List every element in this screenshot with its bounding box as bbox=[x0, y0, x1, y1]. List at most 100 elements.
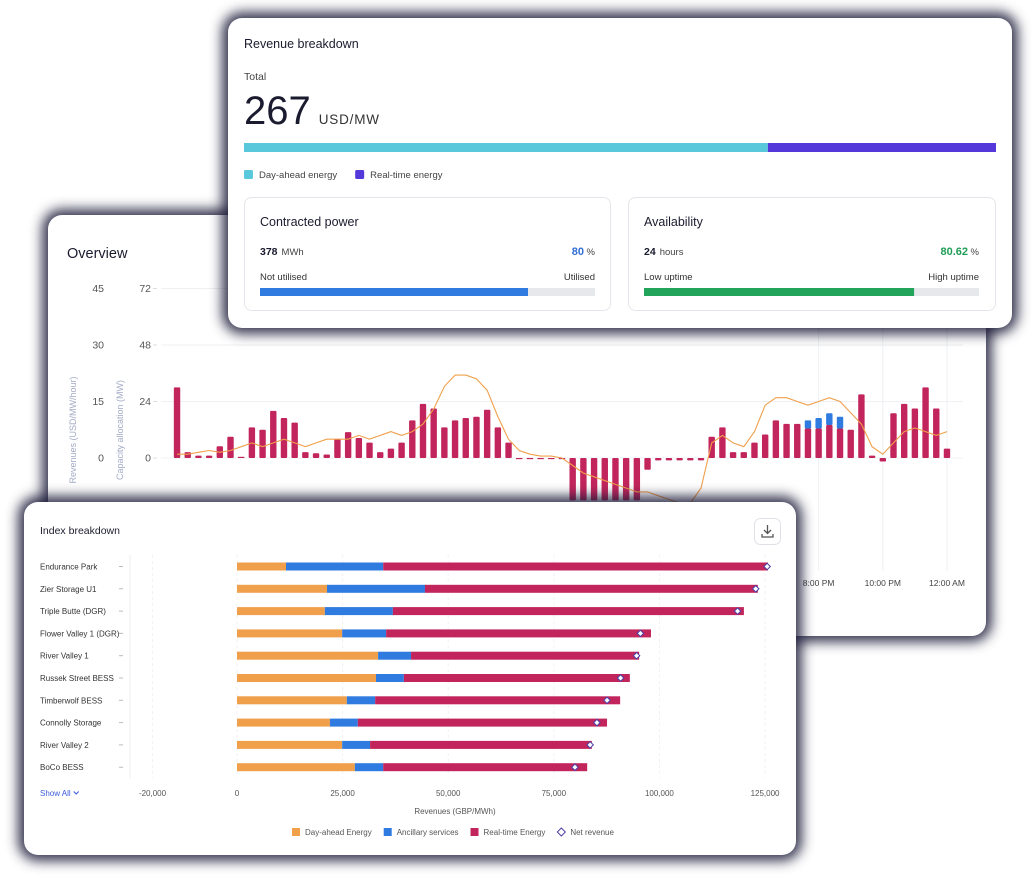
overview-chart: Overview 0 15 30 45 0 24 48 72 8:00 PM 10:00 PM 12… bbox=[67, 246, 965, 588]
capacity-bar bbox=[580, 457, 587, 501]
x-tick-label: 50,000 bbox=[436, 789, 461, 798]
capacity-bar bbox=[409, 420, 416, 458]
card-amount: 378 bbox=[260, 246, 278, 258]
download-button[interactable] bbox=[754, 518, 781, 545]
revenue-bar bbox=[357, 718, 608, 727]
total-label: Total bbox=[244, 71, 266, 83]
capacity-bar bbox=[729, 452, 737, 458]
revenue-bar bbox=[375, 674, 404, 682]
revenue-bar bbox=[237, 763, 355, 772]
revenue-bar bbox=[383, 562, 768, 571]
y2-tick-label: 72 bbox=[139, 283, 151, 295]
capacity-bar bbox=[462, 417, 469, 458]
card-low-label: Not utilised bbox=[260, 272, 307, 283]
card-high-label: Utilised bbox=[564, 272, 595, 283]
show-all[interactable]: Show All bbox=[40, 789, 71, 798]
capacity-bar bbox=[655, 457, 662, 461]
capacity-bar bbox=[601, 457, 608, 501]
capacity-bar bbox=[687, 457, 694, 461]
revenue-bar bbox=[378, 651, 412, 660]
x-tick-label: 25,000 bbox=[330, 789, 355, 798]
index-card: Index breakdown Show All -20,000 0 25,000 5… bbox=[24, 502, 796, 855]
y2-tick-label: 0 bbox=[145, 452, 151, 464]
legend-swatch bbox=[292, 828, 300, 836]
capacity-bar bbox=[173, 387, 181, 458]
capacity-bar bbox=[526, 457, 534, 460]
capacity-bar bbox=[783, 423, 790, 458]
revenue-bar bbox=[370, 740, 592, 749]
y-tick-label: 30 bbox=[92, 339, 104, 351]
capacity-bar bbox=[569, 457, 576, 501]
sub-card bbox=[628, 197, 996, 311]
capacity-bar bbox=[195, 455, 202, 458]
capacity-bar bbox=[622, 457, 630, 501]
category-label: Triple Butte (DGR) bbox=[40, 607, 106, 616]
x-tick-label: -20,000 bbox=[139, 789, 167, 798]
capacity-bar bbox=[740, 452, 747, 458]
legend-label: Real-time energy bbox=[370, 170, 443, 181]
capacity-bar bbox=[451, 420, 459, 458]
net-revenue-marker bbox=[636, 629, 645, 638]
capacity-bar bbox=[633, 457, 641, 501]
chevron[interactable] bbox=[73, 791, 80, 795]
card-amount-unit: MWh bbox=[282, 247, 304, 258]
index-title: Index breakdown bbox=[40, 525, 120, 537]
revenue-bar bbox=[329, 718, 358, 727]
revenue-bar bbox=[386, 629, 651, 638]
capacity-bar bbox=[548, 457, 555, 460]
download-icon[interactable] bbox=[761, 525, 774, 538]
revenue-bar bbox=[237, 584, 327, 593]
capacity-bar bbox=[644, 457, 651, 470]
revenue-bar bbox=[411, 651, 640, 660]
show-all-link[interactable]: Show All bbox=[40, 789, 80, 798]
capacity-bar bbox=[911, 408, 919, 458]
legend-swatch bbox=[355, 170, 365, 179]
x-tick-label: 12:00 AM bbox=[929, 578, 965, 588]
capacity-bar bbox=[933, 408, 940, 458]
capacity-bar bbox=[676, 457, 683, 461]
revenue-bar bbox=[375, 696, 621, 705]
capacity-bar bbox=[612, 457, 619, 501]
capacity-bar bbox=[430, 408, 437, 458]
x-tick-label: 100,000 bbox=[645, 789, 674, 798]
capacity-bar bbox=[334, 439, 341, 458]
x-tick-label: 10:00 PM bbox=[865, 578, 901, 588]
net-revenue-marker bbox=[592, 718, 601, 727]
category-label: Timberwolf BESS bbox=[40, 696, 102, 705]
revenue-panel: Revenue breakdown Total 267 USD/MW Day-a… bbox=[244, 37, 996, 311]
x-axis-title: Revenues (GBP/MWh) bbox=[414, 807, 496, 816]
capacity-bar bbox=[772, 420, 780, 458]
category-label: Flower Valley 1 (DGR) bbox=[40, 629, 120, 638]
category-label: River Valley 2 bbox=[40, 741, 89, 750]
capacity-bar bbox=[227, 436, 234, 458]
revenue-bar bbox=[346, 696, 376, 705]
revenue-segment bbox=[767, 143, 996, 152]
revenue-bar bbox=[424, 584, 758, 593]
category-label: Connolly Storage bbox=[40, 719, 102, 728]
capacity-bar bbox=[815, 428, 822, 458]
overview-title: Overview bbox=[67, 246, 128, 262]
category-label: Russek Street BESS bbox=[40, 674, 114, 683]
x-tick-label: 0 bbox=[235, 789, 240, 798]
capacity-bar bbox=[836, 416, 844, 429]
capacity-bar bbox=[398, 442, 405, 458]
revenue-bar bbox=[342, 629, 387, 638]
category-label: Endurance Park bbox=[40, 563, 98, 572]
legend-label: Real-time Energy bbox=[484, 828, 546, 837]
revenue-bar bbox=[237, 629, 343, 638]
capacity-bar bbox=[826, 425, 833, 458]
revenue-line bbox=[177, 374, 948, 504]
capacity-bar bbox=[516, 457, 523, 460]
capacity-bar bbox=[922, 387, 929, 458]
revenue-bar bbox=[237, 674, 376, 682]
capacity-bar bbox=[708, 436, 715, 458]
revenue-bar bbox=[324, 607, 393, 616]
y-tick-label: 15 bbox=[92, 396, 104, 408]
capacity-bar bbox=[441, 427, 448, 458]
revenue-bar bbox=[237, 651, 379, 660]
revenue-bar bbox=[354, 763, 384, 772]
capacity-bar bbox=[344, 432, 352, 458]
capacity-bar bbox=[238, 456, 245, 458]
card-percent-unit: % bbox=[971, 247, 980, 258]
card-percent: 80.62 bbox=[940, 246, 968, 258]
